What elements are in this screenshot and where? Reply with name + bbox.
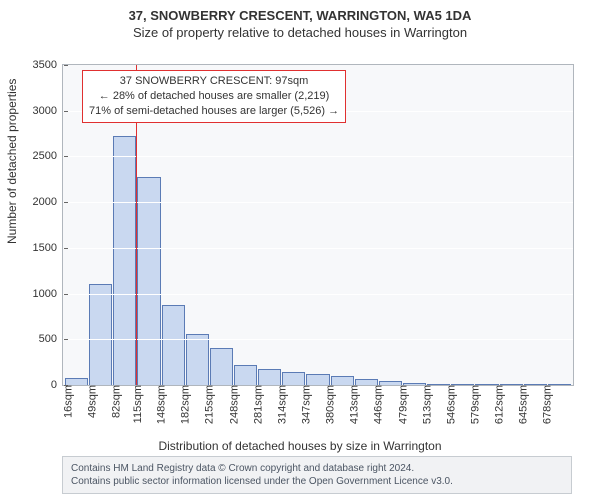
annotation-line-1: 37 SNOWBERRY CRESCENT: 97sqm <box>89 74 339 89</box>
bar <box>331 376 354 385</box>
x-tick-label: 314sqm <box>270 385 288 424</box>
y-tick-label: 3000 <box>33 105 63 117</box>
gridline <box>63 248 573 249</box>
x-tick-label: 678sqm <box>536 385 554 424</box>
chart-container: Number of detached properties 0500100015… <box>0 44 600 444</box>
x-tick-label: 513sqm <box>415 385 433 424</box>
bar <box>186 334 209 385</box>
annotation-line-3: 71% of semi-detached houses are larger (… <box>89 104 339 119</box>
y-tick-label: 500 <box>39 333 63 345</box>
bar <box>210 348 233 385</box>
x-tick-label: 248sqm <box>222 385 240 424</box>
y-tick-label: 1500 <box>33 242 63 254</box>
x-tick-label: 182sqm <box>174 385 192 424</box>
x-tick-label: 148sqm <box>150 385 168 424</box>
annotation-line-2: ← 28% of detached houses are smaller (2,… <box>89 89 339 104</box>
bar <box>113 136 136 385</box>
footer-box: Contains HM Land Registry data © Crown c… <box>62 456 572 494</box>
y-tick-label: 1000 <box>33 288 63 300</box>
page-title: 37, SNOWBERRY CRESCENT, WARRINGTON, WA5 … <box>0 0 600 23</box>
x-tick-label: 347sqm <box>294 385 312 424</box>
x-axis-label: Distribution of detached houses by size … <box>0 439 600 453</box>
x-tick-label: 446sqm <box>367 385 385 424</box>
bar <box>306 374 329 385</box>
x-tick-label: 579sqm <box>463 385 481 424</box>
y-tick-label: 2500 <box>33 150 63 162</box>
x-tick-label: 612sqm <box>488 385 506 424</box>
x-tick-label: 281sqm <box>246 385 264 424</box>
x-tick-label: 215sqm <box>198 385 216 424</box>
x-tick-label: 16sqm <box>56 385 74 418</box>
x-tick-label: 380sqm <box>319 385 337 424</box>
x-tick-label: 479sqm <box>391 385 409 424</box>
bar <box>234 365 257 385</box>
bar <box>282 372 305 385</box>
bar <box>137 177 160 385</box>
y-tick-label: 3500 <box>33 59 63 71</box>
bar <box>162 305 185 385</box>
x-tick-label: 645sqm <box>512 385 530 424</box>
footer-line-2: Contains public sector information licen… <box>71 475 563 488</box>
x-tick-label: 413sqm <box>343 385 361 424</box>
gridline <box>63 156 573 157</box>
gridline <box>63 294 573 295</box>
bar <box>89 284 112 385</box>
gridline <box>63 202 573 203</box>
x-tick-label: 115sqm <box>126 385 144 423</box>
x-tick-label: 82sqm <box>104 385 122 418</box>
annotation-box: 37 SNOWBERRY CRESCENT: 97sqm ← 28% of de… <box>82 70 346 123</box>
footer-line-1: Contains HM Land Registry data © Crown c… <box>71 462 563 475</box>
bar <box>258 369 281 385</box>
y-tick-label: 2000 <box>33 196 63 208</box>
gridline <box>63 339 573 340</box>
page-subtitle: Size of property relative to detached ho… <box>0 23 600 44</box>
bar <box>65 378 88 385</box>
x-tick-label: 49sqm <box>80 385 98 418</box>
x-tick-label: 546sqm <box>439 385 457 424</box>
y-axis-label: Number of detached properties <box>5 79 19 244</box>
